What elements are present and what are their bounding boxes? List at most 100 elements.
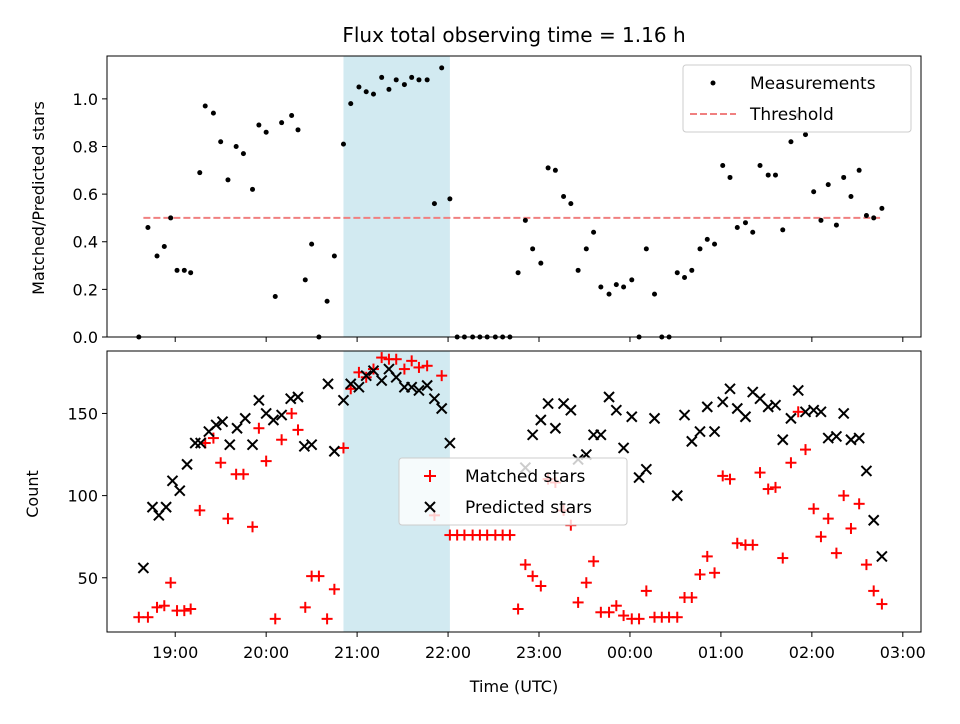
predicted-point [421,379,433,392]
matched-point [694,568,706,580]
predicted-point [542,397,554,410]
measurement-point [841,174,847,180]
measurement-point [871,215,877,221]
measurement-point [431,201,437,207]
predicted-point [830,430,843,443]
predicted-point [305,438,318,451]
measurement-point [168,215,174,221]
predicted-point [246,438,259,451]
measurement-point [145,224,151,230]
matched-point [237,468,249,480]
measurement-point [583,246,589,252]
matched-point [603,606,615,618]
matched-point [860,559,872,571]
measurement-point [674,270,680,276]
predicted-point [337,394,350,407]
measurement-point [233,143,239,149]
y-tick-label: 0.8 [73,137,98,156]
predicted-point [231,422,243,434]
measurement-point [606,291,612,297]
measurement-point [324,298,330,304]
measurement-point [682,274,688,280]
measurement-point [340,141,346,147]
measurement-point [879,205,885,211]
measurement-point [788,139,794,145]
y-tick-label: 150 [67,404,98,423]
predicted-point [686,435,698,448]
measurement-point [522,217,528,223]
matched-point [785,457,797,469]
predicted-point [322,378,334,390]
measurement-point [279,120,285,126]
predicted-point [595,429,607,441]
legend-measurements-marker [710,80,716,86]
measurement-point [720,163,726,169]
matched-point [151,601,163,613]
measurement-point [240,151,246,157]
predicted-point [671,489,683,502]
matched-point [367,363,379,375]
matched-point [398,363,410,375]
matched-point [165,577,177,589]
predicted-point [413,384,425,397]
measurement-point [697,246,703,252]
matched-point [701,550,713,562]
matched-point [299,601,311,613]
predicted-point [769,399,782,411]
predicted-point [239,412,251,425]
matched-point [799,444,811,456]
measurement-point [613,282,619,288]
bottom-legend-box [398,457,628,526]
matched-point [580,577,592,589]
matched-point [436,370,448,382]
predicted-point [815,406,827,418]
predicted-point [428,392,441,405]
measurement-point [757,163,763,169]
predicted-point [739,411,752,423]
predicted-point [876,550,888,563]
measurement-point [409,74,415,80]
predicted-point [375,374,388,387]
matched-point [845,522,857,534]
predicted-point [694,425,706,438]
matched-point [313,570,325,582]
top-y-axis-label: Matched/Predicted stars [29,101,48,295]
measurement-point [652,291,658,297]
predicted-point [210,419,222,431]
matched-point [158,600,170,612]
measurement-point [802,132,808,138]
measurement-point [447,196,453,202]
measurement-point [188,270,194,276]
predicted-point [526,429,539,441]
matched-point [572,596,584,608]
matched-point [194,504,206,516]
matched-point [815,531,827,543]
matched-point [360,371,372,383]
matched-point [390,353,402,365]
x-tick-label: 20:00 [243,643,289,662]
predicted-point [435,402,448,415]
predicted-point [292,391,304,403]
matched-point [853,498,865,510]
matched-point [421,360,433,372]
measurement-point [825,182,831,188]
x-axis-label: Time (UTC) [469,677,558,696]
matched-point [777,552,789,564]
chart-title: Flux total observing time = 1.16 h [342,23,685,47]
matched-point [376,352,388,364]
axes-frame [106,350,922,633]
measurement-point [848,194,854,199]
legend-matched-marker [424,470,436,482]
predicted-point [166,475,179,487]
predicted-point [717,396,729,408]
matched-point [142,611,154,623]
measurement-point [515,270,521,276]
x-tick-label: 23:00 [516,643,562,662]
predicted-point [275,409,288,421]
matched-point [321,613,333,625]
y-tick-label: 0.0 [73,328,98,347]
measurement-point [289,113,295,119]
legend-measurements-label: Measurements [750,74,876,94]
predicted-point [724,383,736,395]
predicted-point [785,412,797,425]
